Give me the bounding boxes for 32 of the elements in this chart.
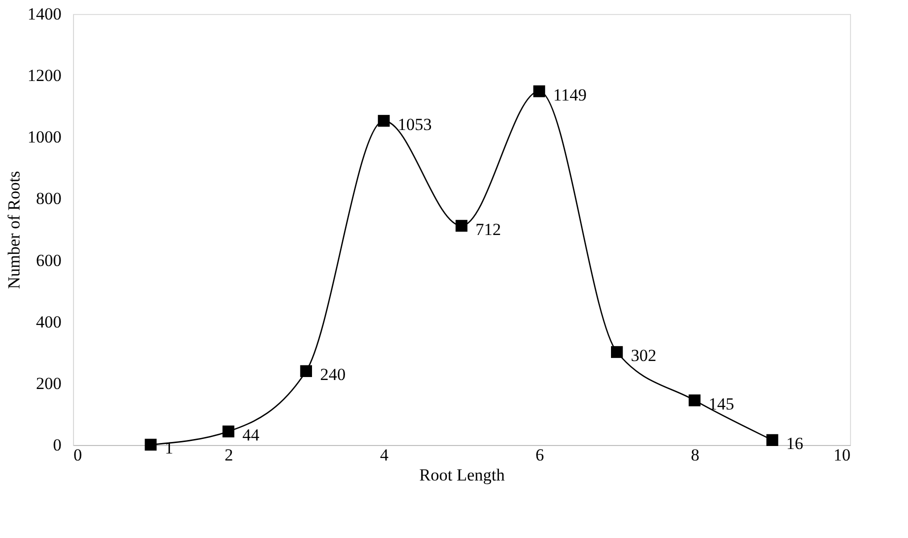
x-tick-label: 8 xyxy=(690,446,700,464)
data-label: 145 xyxy=(708,394,734,414)
y-tick-label: 1200 xyxy=(28,66,62,86)
x-tick-label: 6 xyxy=(535,446,544,464)
data-label: 302 xyxy=(630,346,656,366)
data-label: 1149 xyxy=(553,85,587,104)
point xyxy=(378,114,390,127)
point xyxy=(533,85,546,98)
y-tick-label: 1400 xyxy=(28,4,62,24)
y-tick-label: 200 xyxy=(36,374,62,393)
data-label: 712 xyxy=(476,220,501,239)
y-tick-label: 1000 xyxy=(28,128,62,147)
y-tick-label: 400 xyxy=(36,312,62,332)
y-tick-label: 800 xyxy=(36,189,62,208)
y-axis-title: Number of Roots xyxy=(4,170,24,290)
x-tick-label: 10 xyxy=(834,446,850,464)
point xyxy=(766,434,778,446)
point xyxy=(688,394,701,406)
x-tick-label: 2 xyxy=(224,446,234,464)
point xyxy=(610,346,623,358)
data-label: 44 xyxy=(242,425,260,444)
data-label: 240 xyxy=(320,365,346,384)
point xyxy=(300,365,312,378)
point xyxy=(456,220,468,232)
point xyxy=(222,426,234,438)
data-label: 16 xyxy=(786,434,804,454)
x-tick-label: 4 xyxy=(380,446,390,464)
y-tick-label: 600 xyxy=(36,250,62,270)
x-axis-title: Root Length xyxy=(419,466,506,484)
x-tick-label: 0 xyxy=(74,446,82,464)
point xyxy=(144,438,157,451)
data-label: 1053 xyxy=(398,114,432,134)
